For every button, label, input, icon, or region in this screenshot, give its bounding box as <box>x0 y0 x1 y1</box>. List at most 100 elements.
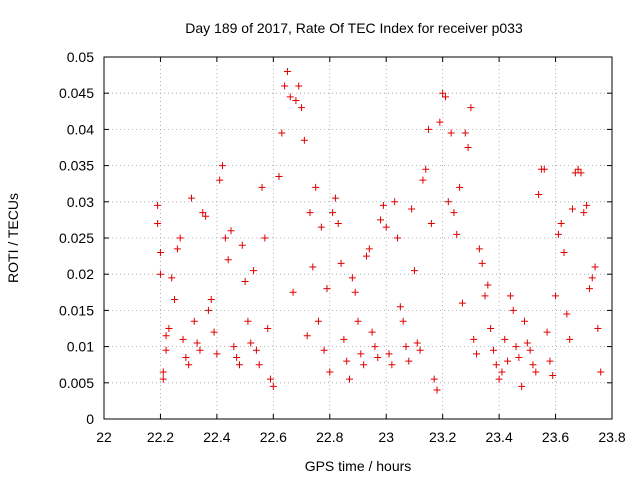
data-point <box>329 209 337 217</box>
data-point <box>219 162 227 170</box>
data-point <box>416 346 424 354</box>
data-point <box>523 339 531 347</box>
data-point <box>362 252 370 260</box>
data-point <box>360 361 368 369</box>
data-point <box>427 220 435 228</box>
data-point <box>351 288 359 296</box>
data-point <box>515 353 523 361</box>
data-point <box>436 118 444 126</box>
data-point <box>168 274 176 282</box>
data-point <box>247 339 255 347</box>
data-point <box>422 165 430 173</box>
data-point <box>171 296 179 304</box>
data-point <box>190 317 198 325</box>
data-point <box>326 368 334 376</box>
data-point <box>213 350 221 358</box>
data-point <box>405 357 413 365</box>
data-point <box>314 317 322 325</box>
data-point <box>518 382 526 390</box>
data-point <box>202 212 210 220</box>
data-point <box>204 306 212 314</box>
data-point <box>498 368 506 376</box>
data-point <box>252 346 260 354</box>
data-point <box>554 230 562 238</box>
data-point <box>224 256 232 264</box>
data-point <box>185 361 193 369</box>
data-point <box>456 183 464 191</box>
data-point <box>176 234 184 242</box>
data-point <box>300 136 308 144</box>
data-point <box>560 248 568 256</box>
data-point <box>267 375 275 383</box>
data-point <box>193 339 201 347</box>
data-point <box>489 346 497 354</box>
data-point <box>419 176 427 184</box>
data-point <box>549 372 557 380</box>
x-tick-label: 23.2 <box>429 429 456 445</box>
data-point <box>165 325 173 332</box>
data-point <box>235 361 243 369</box>
x-tick-label: 23.6 <box>542 429 569 445</box>
data-point <box>348 274 356 282</box>
data-point <box>506 292 514 300</box>
y-tick-label: 0.035 <box>59 158 94 174</box>
data-point <box>292 96 300 104</box>
data-point <box>439 89 447 97</box>
data-point <box>286 93 294 101</box>
data-point <box>495 375 503 383</box>
data-point <box>156 270 164 278</box>
x-axis-label: GPS time / hours <box>305 458 412 474</box>
data-point <box>295 82 303 90</box>
data-point <box>540 165 548 173</box>
data-points <box>154 67 605 394</box>
x-tick-label: 22.6 <box>260 429 287 445</box>
data-point <box>312 183 320 191</box>
data-point <box>501 335 509 343</box>
y-tick-label: 0.045 <box>59 85 94 101</box>
data-point <box>241 277 249 285</box>
data-point <box>264 325 272 332</box>
data-point <box>289 288 297 296</box>
data-point <box>521 317 529 325</box>
data-point <box>207 296 215 304</box>
y-tick-label: 0.005 <box>59 375 94 391</box>
data-point <box>354 317 362 325</box>
x-tick-label: 23 <box>378 429 394 445</box>
data-point <box>447 129 455 137</box>
x-tick-label: 22.8 <box>316 429 343 445</box>
data-point <box>261 234 269 242</box>
data-point <box>492 361 500 369</box>
y-tick-label: 0.04 <box>67 121 94 137</box>
data-point <box>343 357 351 365</box>
data-point <box>504 357 512 365</box>
data-point <box>597 368 605 376</box>
data-point <box>458 299 466 307</box>
data-point <box>594 325 602 332</box>
x-tick-label: 23.4 <box>485 429 512 445</box>
data-point <box>371 343 379 351</box>
data-point <box>340 335 348 343</box>
data-point <box>478 259 486 267</box>
data-point <box>402 343 410 351</box>
data-point <box>385 350 393 358</box>
data-point <box>487 325 495 332</box>
x-tick-label: 22.2 <box>147 429 174 445</box>
data-point <box>433 386 441 394</box>
data-point <box>394 234 402 242</box>
data-point <box>408 205 416 213</box>
data-point <box>154 201 162 209</box>
data-point <box>230 343 238 351</box>
data-point <box>481 292 489 300</box>
axis-ticks: 22 22.2 22.4 22.6 22.8 23 23.2 23.4 23.6 23.8 0 0.0… <box>59 49 626 445</box>
data-point <box>425 125 433 133</box>
data-point <box>529 361 537 369</box>
data-point <box>591 263 599 271</box>
data-point <box>473 350 481 358</box>
data-point <box>512 343 520 351</box>
data-point <box>580 209 588 217</box>
y-tick-label: 0.03 <box>67 194 94 210</box>
data-point <box>317 223 325 231</box>
data-point <box>396 303 404 311</box>
data-point <box>258 183 266 191</box>
